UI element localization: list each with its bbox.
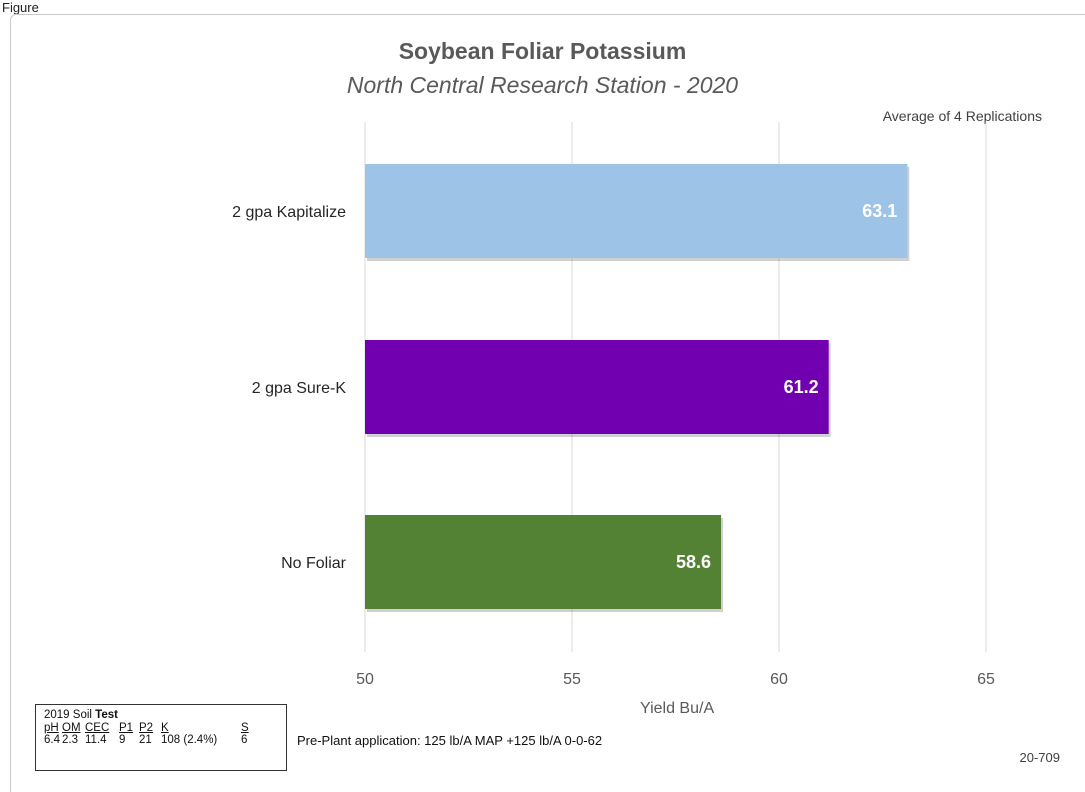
x-tick-label-3: 65 xyxy=(977,671,995,688)
bar-value-label-0: 63.1 xyxy=(862,201,897,221)
figure-label: Figure xyxy=(2,0,39,15)
soil-test-title-prefix: 2019 Soil xyxy=(44,709,92,721)
soil-header-k: K xyxy=(161,722,169,734)
soil-value-s: 6 xyxy=(241,734,248,746)
soil-value-ph: 6.4 xyxy=(44,734,60,746)
bar-2 xyxy=(365,515,722,609)
bar-1 xyxy=(365,340,829,434)
category-label-2: No Foliar xyxy=(281,555,347,572)
soil-header-p1: P1 xyxy=(119,722,134,734)
soil-value-k: 108 (2.4%) xyxy=(161,734,218,746)
x-axis-label: Yield Bu/A xyxy=(640,700,715,717)
chart-frame xyxy=(10,14,1085,792)
soil-test-header-row: pH OM CEC P1 P2 K S xyxy=(44,722,280,734)
chart-title: Soybean Foliar Potassium xyxy=(398,38,687,64)
bar-0 xyxy=(365,164,908,258)
x-tick-label-1: 55 xyxy=(563,671,581,688)
soil-value-cec: 11.4 xyxy=(85,734,107,746)
x-tick-label-0: 50 xyxy=(356,671,374,688)
soil-header-s: S xyxy=(241,722,249,734)
soil-header-ph: pH xyxy=(44,722,59,734)
category-label-1: 2 gpa Sure-K xyxy=(252,380,347,397)
soil-header-cec: CEC xyxy=(85,722,110,734)
soil-value-p2: 21 xyxy=(139,734,152,746)
soil-header-om: OM xyxy=(62,722,81,734)
soil-value-p1: 9 xyxy=(119,734,126,746)
soil-header-p2: P2 xyxy=(139,722,154,734)
soil-test-title-bold: Test xyxy=(95,709,118,721)
soil-test-title: 2019 Soil Test xyxy=(44,709,280,721)
x-tick-label-2: 60 xyxy=(770,671,788,688)
category-label-0: 2 gpa Kapitalize xyxy=(232,204,346,221)
soil-test-value-row: 6.4 2.3 11.4 9 21 108 (2.4%) 6 xyxy=(44,734,280,746)
chart-subtitle: North Central Research Station - 2020 xyxy=(346,72,739,98)
replications-note: Average of 4 Replications xyxy=(882,108,1042,124)
bar-value-label-2: 58.6 xyxy=(676,552,711,572)
chart-code: 20-709 xyxy=(1019,750,1060,765)
soil-test-table: 2019 Soil Test pH OM CEC P1 P2 K S 6.4 2… xyxy=(35,704,287,771)
bar-value-label-1: 61.2 xyxy=(784,377,819,397)
soil-value-om: 2.3 xyxy=(62,734,78,746)
preplant-note: Pre-Plant application: 125 lb/A MAP +125… xyxy=(297,733,603,748)
